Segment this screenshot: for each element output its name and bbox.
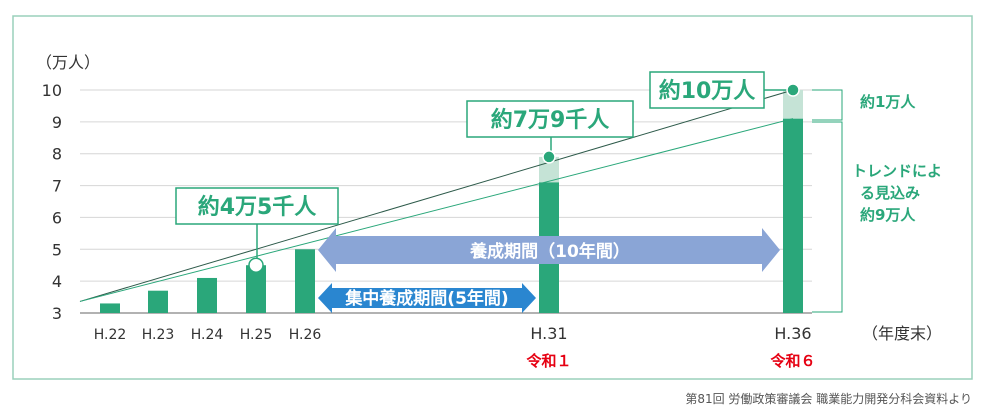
bar-target-H.36 (783, 90, 803, 119)
callout-h25-text: 約4万5千人 (198, 194, 317, 220)
x-tick-H.26: H.26 (289, 327, 322, 343)
y-axis-label: （万人） (36, 53, 100, 72)
bar-target-H.31 (539, 156, 559, 183)
arrow-long-shape (318, 228, 780, 272)
y-tick-8: 8 (52, 145, 62, 164)
callout-h31-text: 約7万9千人 (491, 107, 610, 133)
trend-bracket (812, 121, 843, 313)
y-tick-10: 10 (42, 81, 62, 100)
x-tick-H.25: H.25 (240, 327, 273, 343)
x-tick-H.24: H.24 (191, 327, 224, 343)
bar-H.26 (295, 249, 315, 313)
current-trend-line (79, 118, 794, 302)
bar-H.24 (197, 277, 217, 313)
arrow-long: 養成期間（10年間） (318, 228, 780, 272)
bar-H.22 (100, 303, 120, 313)
bar-H.25 (246, 265, 266, 313)
x-tick-H.23: H.23 (142, 327, 175, 343)
chart-frame (12, 15, 973, 380)
trend-label-line-1: トレンドによ (852, 162, 942, 180)
callout-h36-box (649, 71, 765, 109)
arrow-long-label: 養成期間（10年間） (469, 241, 630, 262)
y-tick-7: 7 (52, 177, 62, 196)
arrow-short-shape (318, 283, 536, 313)
era-label-H.31: 令和１ (526, 352, 571, 370)
bars (100, 90, 803, 314)
callout-h31-box (466, 100, 634, 138)
bar-H.23 (148, 290, 168, 313)
marker-h36 (786, 83, 800, 97)
trend-lines (79, 89, 794, 302)
marker-h25 (248, 257, 264, 273)
gap-label: 約1万人 (860, 93, 916, 111)
marker-h31 (542, 150, 556, 164)
callout-h25-box (175, 187, 339, 225)
y-tick-9: 9 (52, 113, 62, 132)
x-tick-H.36: H.36 (774, 324, 811, 343)
gap-bracket (812, 89, 843, 121)
trend-annotation: トレンドによ る見込み 約9万人 (812, 121, 942, 313)
y-tick-3: 3 (52, 304, 62, 323)
callout-h25: 約4万5千人 (175, 187, 339, 268)
y-tick-labels: 3 4 5 6 7 8 9 10 (42, 81, 62, 323)
gap-annotation: 約1万人 (812, 89, 916, 121)
value-markers (248, 83, 800, 273)
callout-h36: 約10万人 (649, 71, 793, 109)
y-tick-5: 5 (52, 240, 62, 259)
bar-H.36 (783, 118, 803, 314)
y-tick-6: 6 (52, 208, 62, 227)
source-note: 第81回 労働政策審議会 職業能力開発分科会資料より (685, 391, 972, 406)
era-label-H.36: 令和６ (770, 352, 815, 370)
y-tick-4: 4 (52, 272, 62, 291)
x-axis-label: （年度末） (862, 324, 942, 343)
x-tick-H.22: H.22 (94, 327, 127, 343)
arrow-short-label: 集中養成期間(5年間) (344, 288, 508, 309)
trend-label-line-3: 約9万人 (860, 206, 916, 224)
trend-label-line-2: る見込み (860, 184, 920, 202)
x-tick-labels: H.22 H.23 H.24 H.25 H.26 H.31 令和１ H.36 令和６ (94, 324, 816, 370)
arrow-short: 集中養成期間(5年間) (318, 283, 536, 313)
callout-h36-text: 約10万人 (659, 78, 756, 104)
x-tick-H.31: H.31 (530, 324, 567, 343)
callout-h31: 約7万9千人 (466, 100, 634, 162)
target-trend-line (79, 89, 794, 302)
